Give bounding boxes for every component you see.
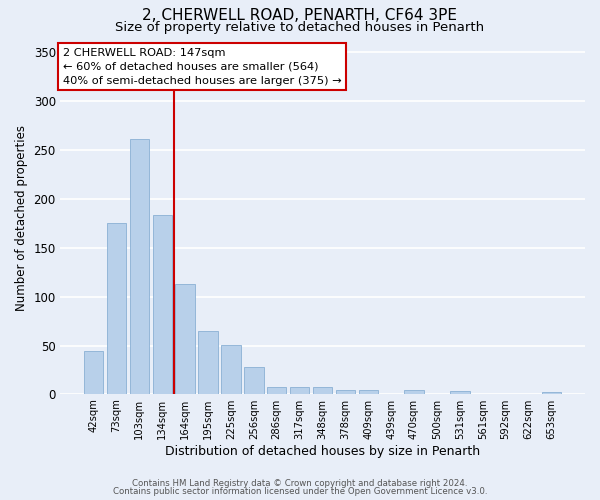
Bar	[175, 284, 195, 395]
Bar	[130, 140, 149, 394]
Bar	[359, 390, 378, 394]
Bar	[107, 224, 126, 394]
Bar	[404, 390, 424, 394]
Bar	[84, 352, 103, 395]
Bar	[335, 390, 355, 394]
Bar	[244, 367, 263, 394]
Bar	[450, 392, 470, 394]
Y-axis label: Number of detached properties: Number of detached properties	[15, 126, 28, 312]
Bar	[267, 386, 286, 394]
X-axis label: Distribution of detached houses by size in Penarth: Distribution of detached houses by size …	[165, 444, 480, 458]
Text: 2, CHERWELL ROAD, PENARTH, CF64 3PE: 2, CHERWELL ROAD, PENARTH, CF64 3PE	[143, 8, 458, 22]
Bar	[313, 386, 332, 394]
Text: Contains HM Land Registry data © Crown copyright and database right 2024.: Contains HM Land Registry data © Crown c…	[132, 478, 468, 488]
Text: 2 CHERWELL ROAD: 147sqm
← 60% of detached houses are smaller (564)
40% of semi-d: 2 CHERWELL ROAD: 147sqm ← 60% of detache…	[62, 48, 341, 86]
Bar	[221, 344, 241, 395]
Bar	[198, 331, 218, 394]
Bar	[542, 392, 561, 394]
Bar	[152, 214, 172, 394]
Text: Size of property relative to detached houses in Penarth: Size of property relative to detached ho…	[115, 21, 485, 34]
Text: Contains public sector information licensed under the Open Government Licence v3: Contains public sector information licen…	[113, 487, 487, 496]
Bar	[290, 386, 310, 394]
